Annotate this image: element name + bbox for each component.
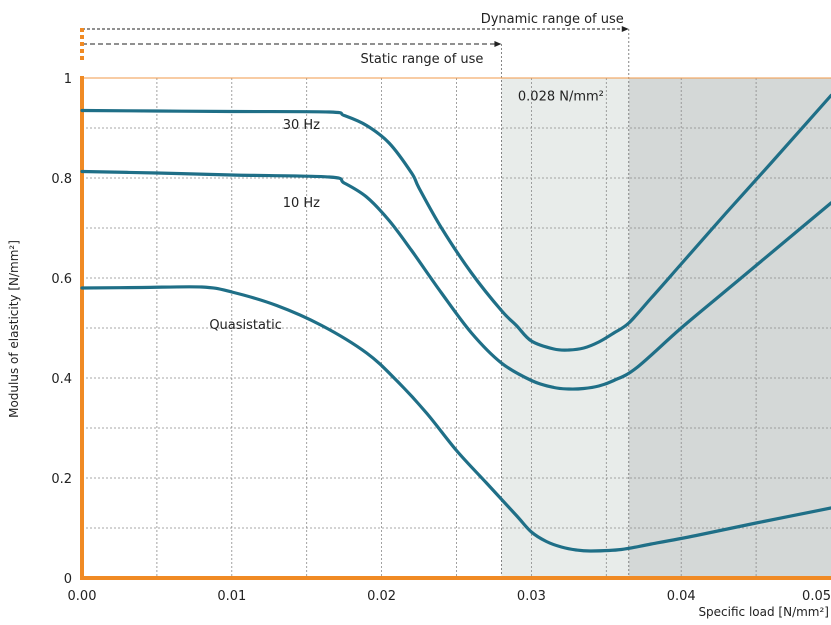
series-label-10-hz: 10 Hz xyxy=(283,196,320,211)
x-tick-label: 0.03 xyxy=(517,589,546,604)
x-tick-label: 0.01 xyxy=(217,589,246,604)
x-tick-label: 0.04 xyxy=(667,589,696,604)
range-arrow-1 xyxy=(494,41,501,47)
x-axis-title: Specific load [N/mm²] xyxy=(698,605,829,619)
y-tick-label: 0 xyxy=(64,572,72,587)
range-label-0: Dynamic range of use xyxy=(481,12,624,27)
annotation-label: 0.028 N/mm² xyxy=(518,90,604,105)
y-axis-title: Modulus of elasticity [N/mm²] xyxy=(7,240,21,418)
y-tick-label: 1 xyxy=(64,72,72,87)
y-tick-label: 0.4 xyxy=(51,372,72,387)
range-label-1: Static range of use xyxy=(361,52,484,67)
y-tick-label: 0.8 xyxy=(51,172,72,187)
x-tick-label: 0.02 xyxy=(367,589,396,604)
x-tick-label: 0.05 xyxy=(802,589,831,604)
y-tick-label: 0.6 xyxy=(51,272,72,287)
series-label-quasistatic: Quasistatic xyxy=(209,318,282,333)
y-tick-label: 0.2 xyxy=(51,472,72,487)
series-label-30-hz: 30 Hz xyxy=(283,118,320,133)
x-tick-label: 0.00 xyxy=(68,589,97,604)
